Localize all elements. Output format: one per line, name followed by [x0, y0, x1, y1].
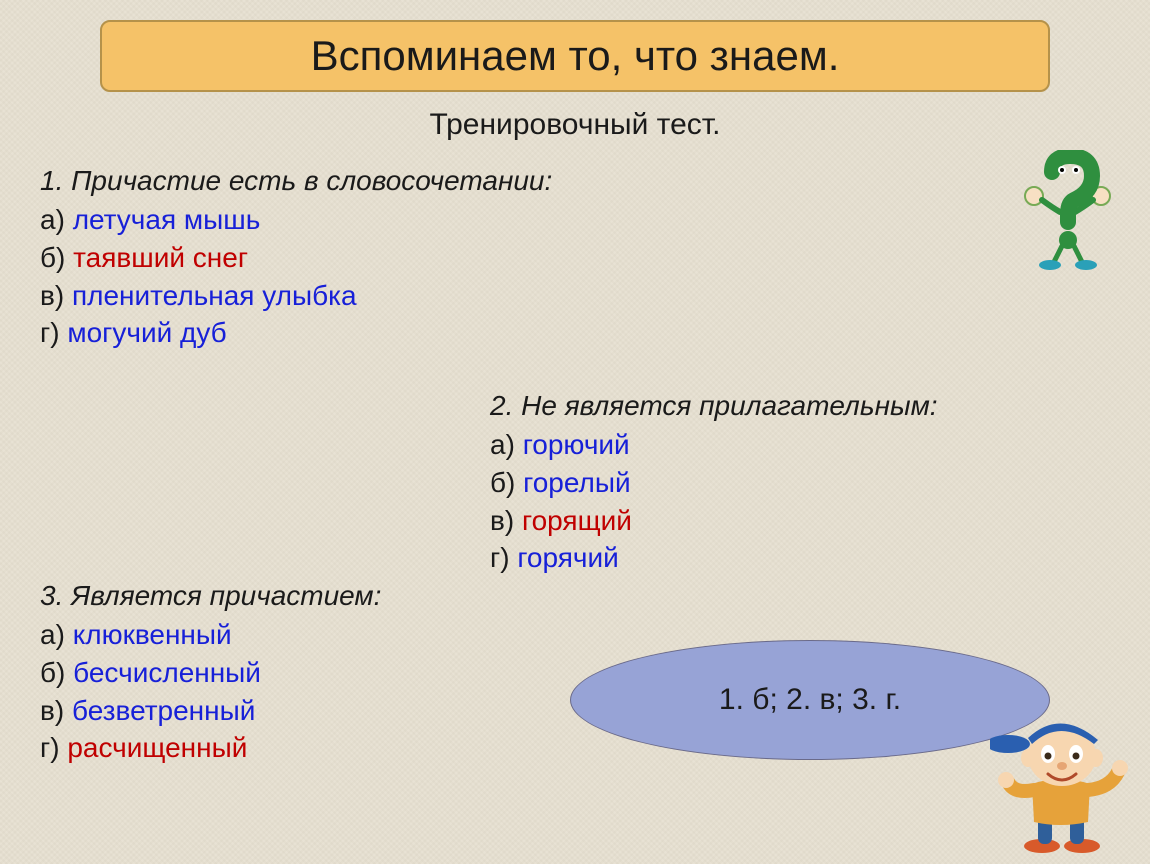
q1-a-text: летучая мышь: [73, 204, 261, 235]
q2-c-letter: в): [490, 505, 522, 536]
q1-a-letter: а): [40, 204, 73, 235]
q2-option-c: в) горящий: [490, 502, 938, 540]
q3-d-letter: г): [40, 732, 67, 763]
q1-option-d: г) могучий дуб: [40, 314, 552, 352]
q1-prompt: 1. Причастие есть в словосочетании:: [40, 165, 552, 197]
question-2: 2. Не является прилагательным: а) горючи…: [490, 390, 938, 577]
q1-c-text: пленительная улыбка: [72, 280, 357, 311]
q2-b-text: горелый: [523, 467, 631, 498]
q1-b-text: таявший снег: [73, 242, 248, 273]
answers-text: 1. б; 2. в; 3. г.: [719, 683, 901, 717]
q2-a-letter: а): [490, 429, 523, 460]
q1-option-c: в) пленительная улыбка: [40, 277, 552, 315]
q2-d-text: горячий: [517, 542, 618, 573]
subtitle: Тренировочный тест.: [0, 108, 1150, 142]
question-3: 3. Является причастием: а) клюквенный б)…: [40, 580, 381, 767]
q3-a-letter: а): [40, 619, 73, 650]
q3-c-letter: в): [40, 695, 72, 726]
q3-c-text: безветренный: [72, 695, 255, 726]
page-title: Вспоминаем то, что знаем.: [311, 32, 840, 80]
q1-option-b: б) таявший снег: [40, 239, 552, 277]
q1-c-letter: в): [40, 280, 72, 311]
question-mark-mascot-icon: [1020, 150, 1115, 270]
q2-option-b: б) горелый: [490, 464, 938, 502]
q3-d-text: расчищенный: [67, 732, 247, 763]
q1-d-letter: г): [40, 317, 67, 348]
q2-option-a: а) горючий: [490, 426, 938, 464]
question-1: 1. Причастие есть в словосочетании: а) л…: [40, 165, 552, 352]
title-box: Вспоминаем то, что знаем.: [100, 20, 1050, 92]
q3-b-letter: б): [40, 657, 73, 688]
q2-b-letter: б): [490, 467, 523, 498]
q1-option-a: а) летучая мышь: [40, 201, 552, 239]
q3-prompt: 3. Является причастием:: [40, 580, 381, 612]
q3-b-text: бесчисленный: [73, 657, 261, 688]
q3-option-a: а) клюквенный: [40, 616, 381, 654]
q1-d-text: могучий дуб: [67, 317, 226, 348]
q3-option-d: г) расчищенный: [40, 729, 381, 767]
q2-a-text: горючий: [523, 429, 630, 460]
q2-d-letter: г): [490, 542, 517, 573]
q2-c-text: горящий: [522, 505, 632, 536]
answer-bubble: 1. б; 2. в; 3. г.: [570, 640, 1050, 760]
q1-b-letter: б): [40, 242, 73, 273]
q3-option-c: в) безветренный: [40, 692, 381, 730]
q2-option-d: г) горячий: [490, 539, 938, 577]
q3-option-b: б) бесчисленный: [40, 654, 381, 692]
boy-mascot-icon: [990, 694, 1130, 854]
q3-a-text: клюквенный: [73, 619, 232, 650]
q2-prompt: 2. Не является прилагательным:: [490, 390, 938, 422]
